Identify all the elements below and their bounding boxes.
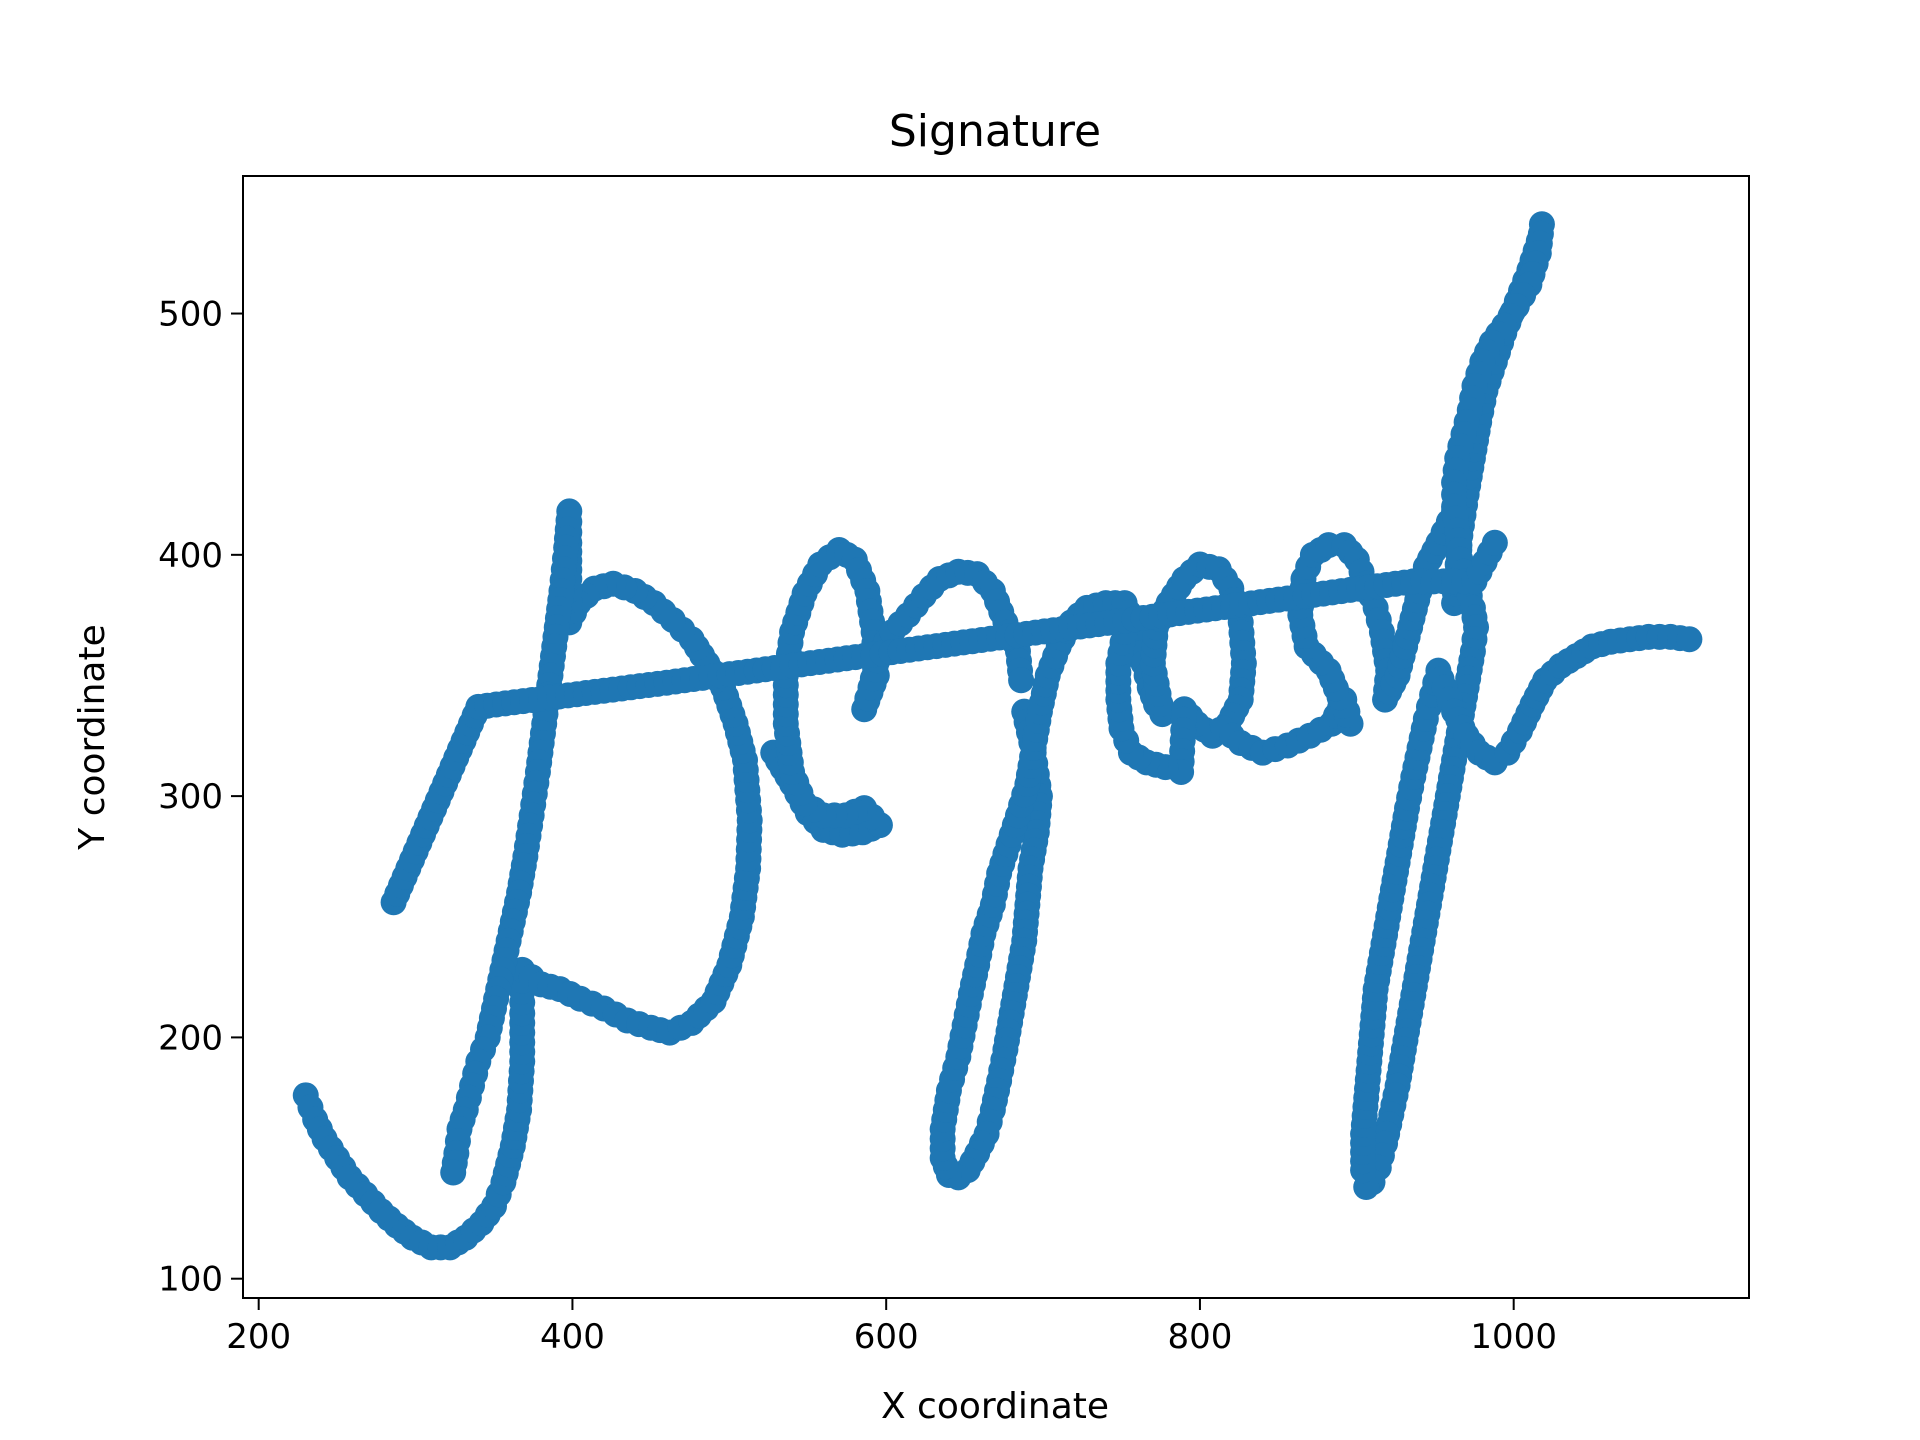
scatter-point (440, 1159, 467, 1186)
x-tick-label: 800 (1167, 1317, 1232, 1357)
scatter-point (1481, 529, 1508, 556)
plot-frame (242, 175, 1750, 1299)
x-axis-ticks: 200 400 600 800 1000 (226, 1298, 1557, 1357)
scatter-point (1676, 626, 1703, 653)
y-tick-label: 300 (158, 777, 223, 817)
y-axis-label: Y coordinate (72, 624, 113, 850)
y-tick-label: 500 (158, 295, 223, 335)
scatter-points (292, 211, 1703, 1261)
x-tick-label: 400 (540, 1317, 605, 1357)
scatter-point (1008, 667, 1035, 694)
x-tick-label: 600 (854, 1317, 919, 1357)
x-tick-label: 200 (226, 1317, 291, 1357)
y-axis-ticks: 100 200 300 400 500 (158, 295, 243, 1300)
y-tick-label: 400 (158, 536, 223, 576)
y-tick-label: 200 (158, 1018, 223, 1058)
chart-title: Signature (889, 106, 1101, 157)
x-tick-label: 1000 (1470, 1317, 1557, 1357)
y-tick-label: 100 (158, 1260, 223, 1300)
x-axis-label: X coordinate (881, 1386, 1109, 1427)
